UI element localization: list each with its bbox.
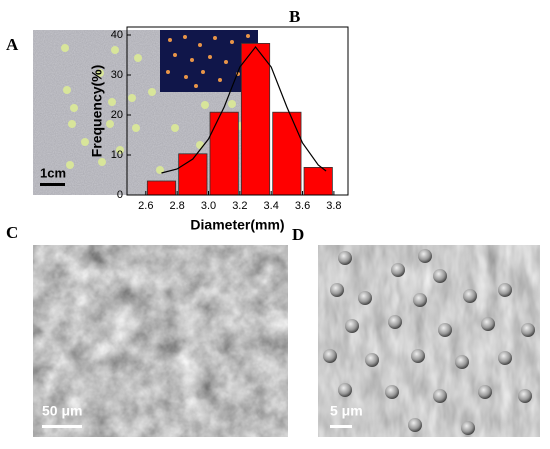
beads	[61, 44, 244, 174]
panel-label: B	[289, 7, 300, 26]
bar	[303, 166, 333, 196]
scale-bar	[42, 425, 82, 428]
x-tick-label: 3.8	[326, 200, 341, 212]
fit-line	[161, 46, 327, 174]
scale-bar	[330, 425, 352, 428]
bar	[240, 43, 271, 196]
sem-image	[318, 245, 540, 437]
x-tick-label: 3.4	[264, 200, 279, 212]
scale-bar	[40, 183, 65, 186]
x-tick-label: 2.8	[170, 200, 185, 212]
y-tick-label: 10	[111, 149, 123, 161]
plot-frame	[126, 26, 349, 196]
bar	[178, 153, 208, 196]
y-tick-label: 20	[111, 109, 123, 121]
x-tick-label: 2.6	[138, 200, 153, 212]
scale-bar-label: 50 μm	[42, 403, 82, 419]
bar	[272, 111, 302, 196]
panel-label: D	[292, 225, 304, 244]
sem-image	[33, 245, 288, 437]
y-tick-label: 0	[117, 189, 123, 201]
sem-beads	[323, 249, 535, 435]
x-tick-label: 3.6	[295, 200, 310, 212]
x-tick-label: 3.0	[201, 200, 216, 212]
x-tick-label: 3.2	[232, 200, 247, 212]
scale-bar-label: 1cm	[40, 165, 66, 180]
y-tick-label: 40	[111, 29, 123, 41]
panel-label: C	[6, 223, 18, 242]
x-axis-label: Diameter(mm)	[190, 217, 284, 233]
bar	[209, 111, 239, 196]
bar	[146, 180, 177, 196]
scale-bar-label: 5 μm	[330, 403, 363, 419]
panel-label: A	[6, 35, 19, 54]
y-axis-label: Frequency(%)	[89, 65, 105, 158]
y-tick-label: 30	[111, 69, 123, 81]
